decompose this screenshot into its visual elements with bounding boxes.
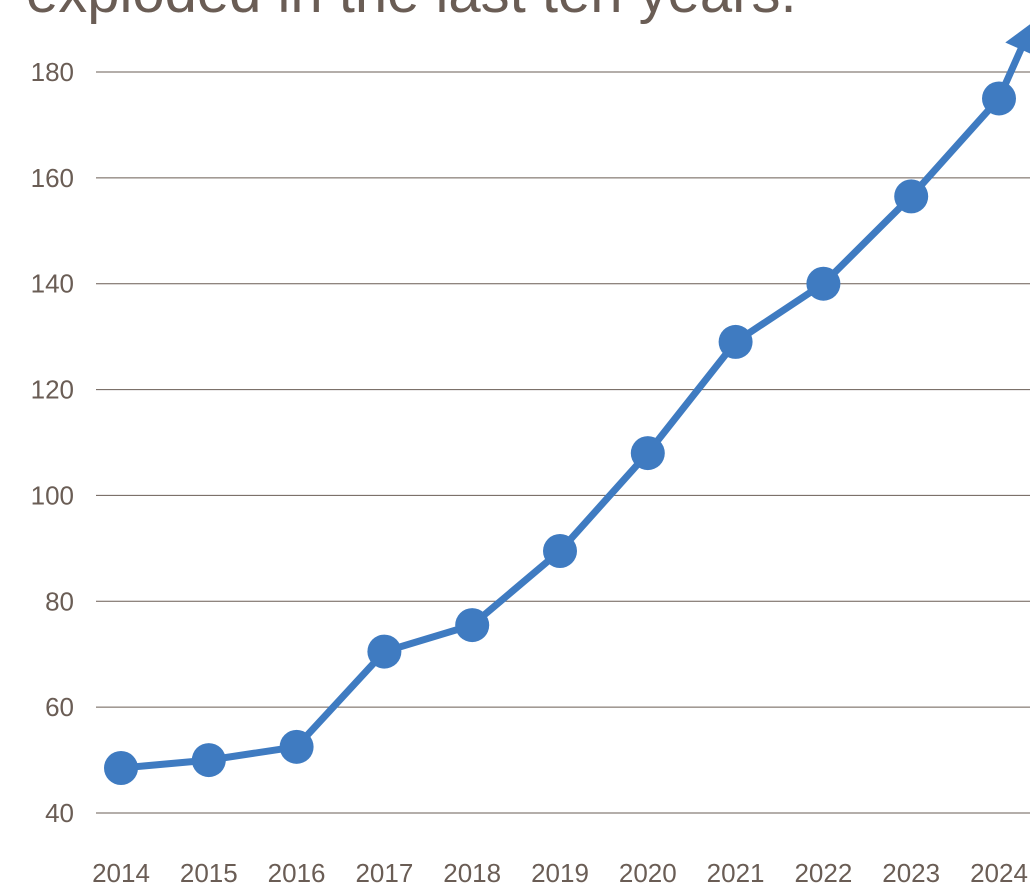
y-tick-label: 60: [45, 692, 74, 722]
y-tick-label: 80: [45, 586, 74, 616]
series-line: [117, 95, 1003, 772]
y-tick-label: 40: [45, 798, 74, 828]
x-tick-label: 2022: [794, 858, 852, 887]
data-point: [104, 751, 138, 786]
data-point: [806, 266, 841, 301]
gridlines: [96, 71, 1030, 814]
y-tick-label: 100: [31, 480, 74, 510]
x-tick-label: 2016: [268, 858, 326, 887]
y-tick-label: 180: [31, 57, 74, 87]
data-point: [718, 324, 753, 359]
data-point: [367, 634, 402, 669]
x-tick-label: 2023: [882, 858, 940, 887]
x-tick-label: 2020: [619, 858, 677, 887]
data-point: [982, 81, 1016, 116]
x-tick-label: 2018: [443, 858, 501, 887]
x-tick-label: 2021: [707, 858, 765, 887]
data-series: [104, 24, 1030, 786]
x-tick-label: 2024: [970, 858, 1028, 887]
y-axis-tick-labels: 40 60 80 100 120 140 160 180: [31, 57, 74, 828]
y-tick-label: 160: [31, 163, 74, 193]
chart-title: exploded in the last ten years.: [26, 0, 797, 25]
x-tick-label: 2014: [92, 858, 150, 887]
x-tick-label: 2019: [531, 858, 589, 887]
y-tick-label: 120: [31, 375, 74, 405]
data-point: [543, 534, 577, 569]
x-tick-label: 2015: [180, 858, 238, 887]
x-tick-label: 2017: [355, 858, 413, 887]
data-point: [191, 743, 226, 778]
data-point: [455, 608, 490, 643]
x-axis-tick-labels: 2014 2015 2016 2017 2018 2019 2020 2021 2022 2023…: [92, 858, 1028, 887]
data-point: [279, 729, 314, 764]
y-tick-label: 140: [31, 269, 74, 299]
trend-arrow-head: [1005, 24, 1030, 54]
data-point: [894, 179, 929, 214]
data-point: [630, 436, 665, 471]
